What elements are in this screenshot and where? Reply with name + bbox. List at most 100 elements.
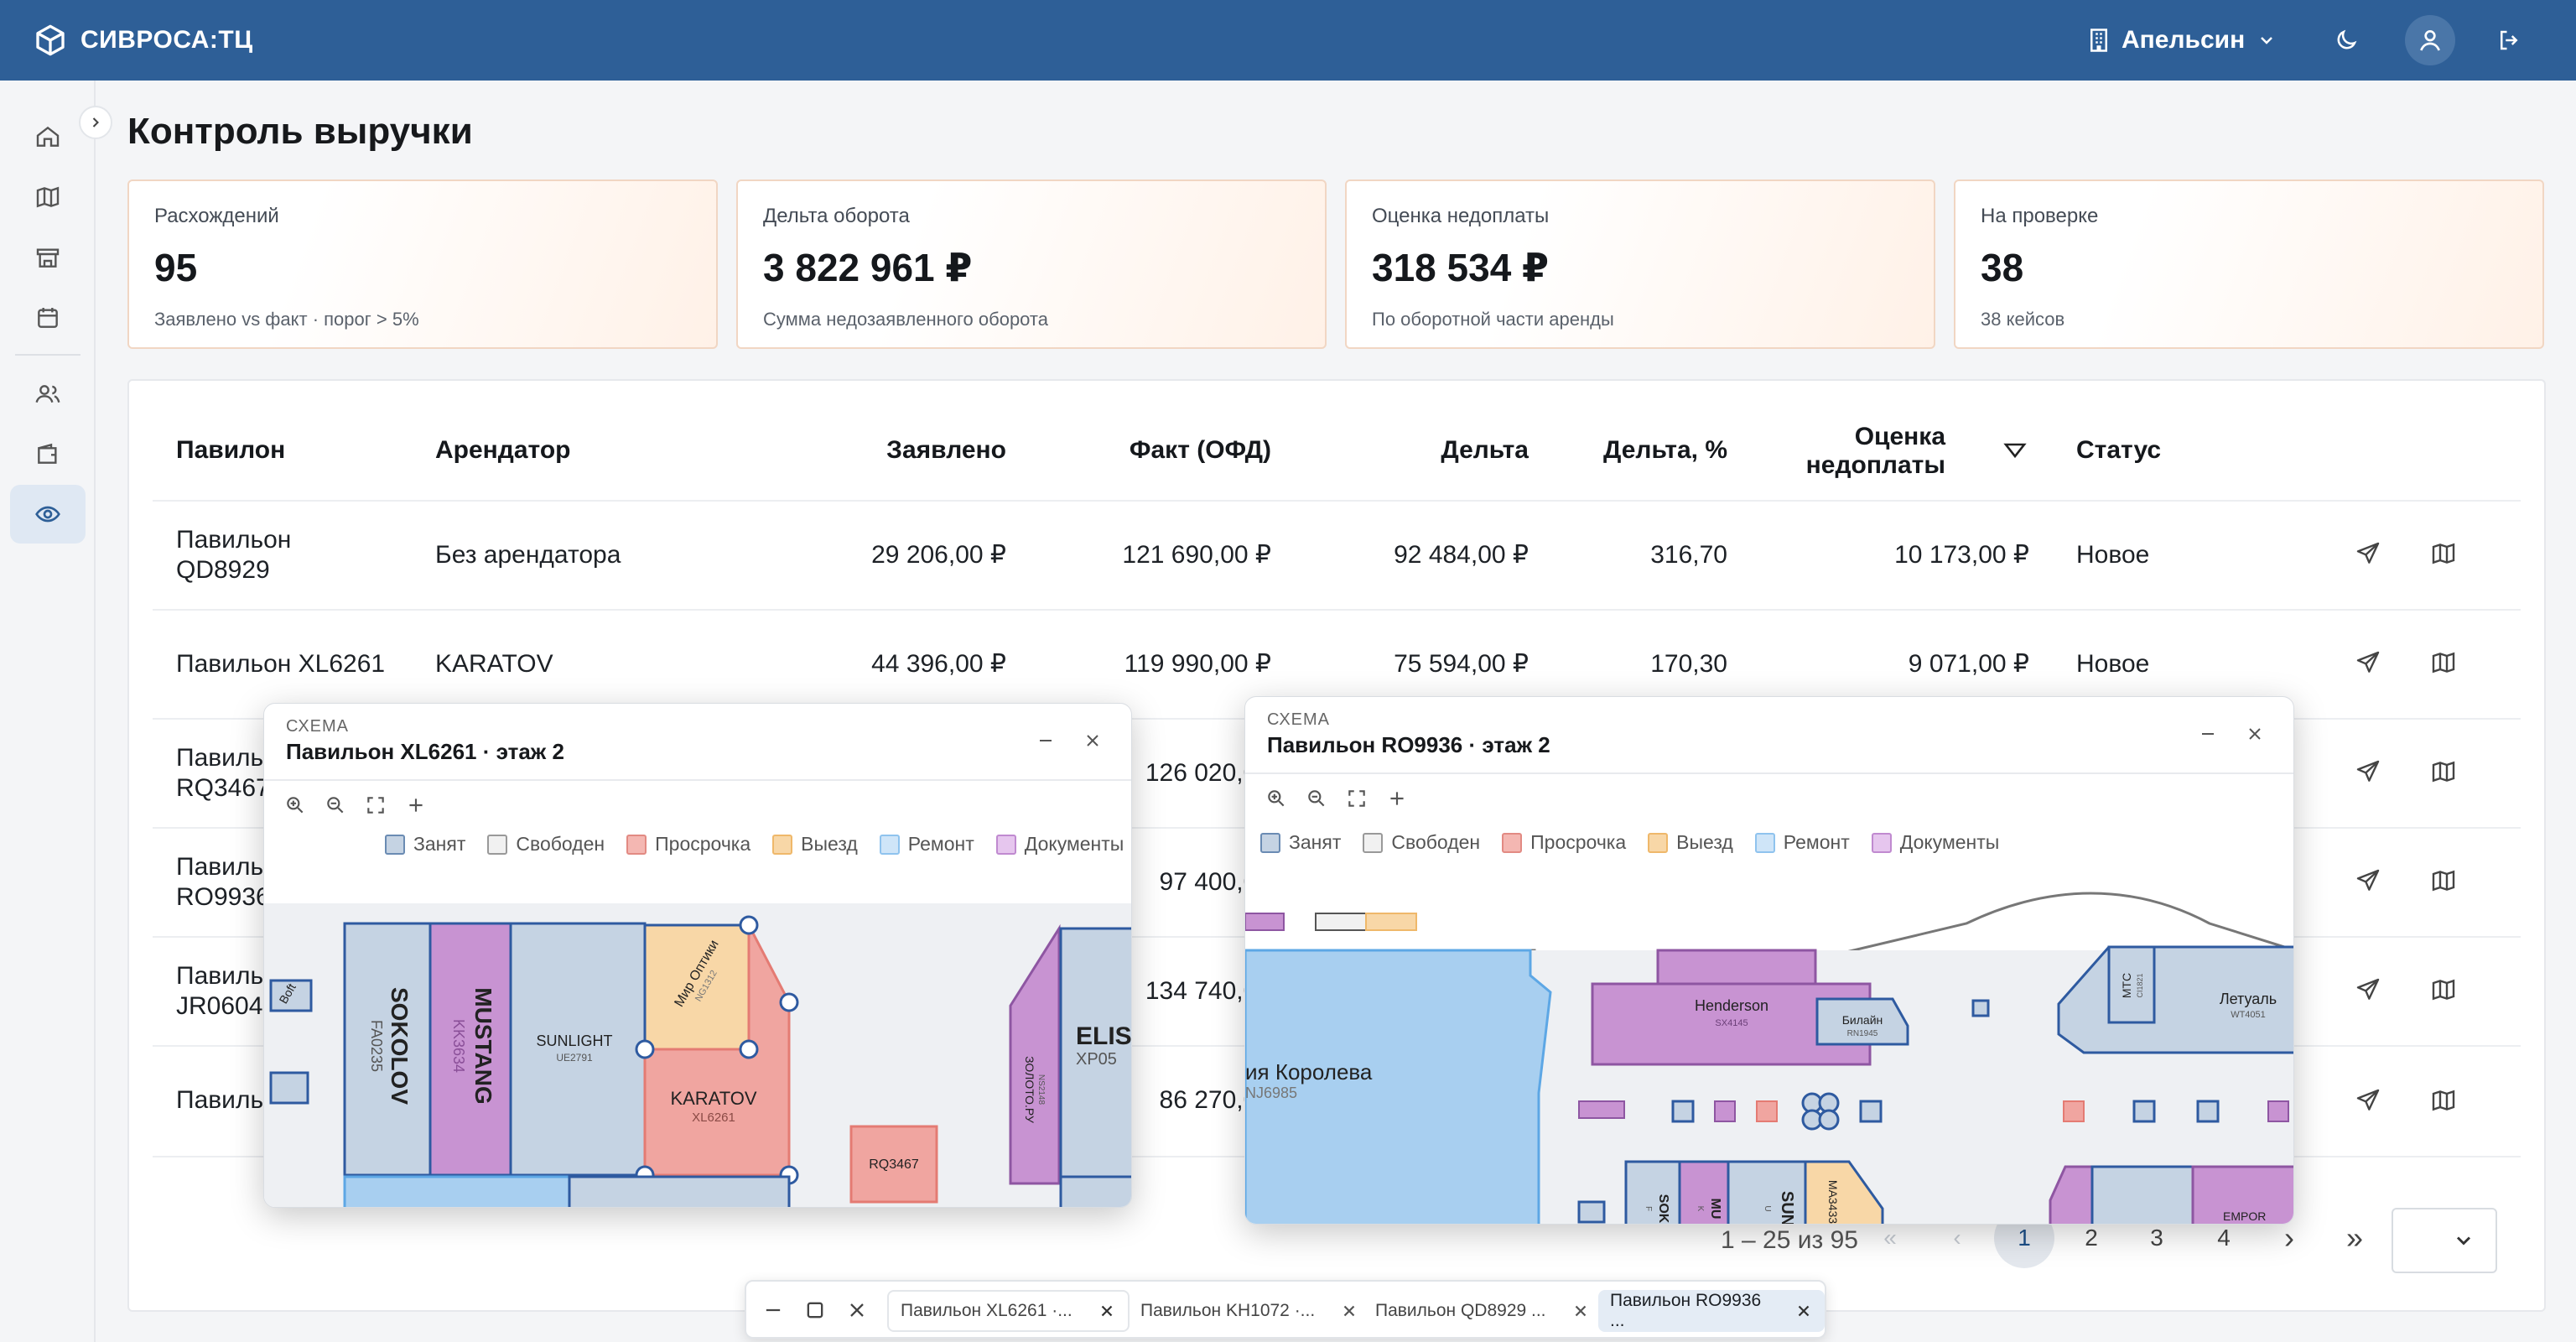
org-selector[interactable]: Апельсин (2088, 18, 2277, 62)
prev-page-icon[interactable]: ‹ (1953, 1225, 1961, 1251)
open-map-icon[interactable] (2425, 862, 2462, 899)
close-icon[interactable] (1098, 1302, 1116, 1320)
page-button[interactable]: 3 (2150, 1225, 2163, 1251)
page-size-select[interactable] (2392, 1208, 2497, 1273)
taskbar-tab-active[interactable]: Павильон RO9936 ... (1598, 1290, 1825, 1332)
legend-item[interactable]: Свободен (487, 833, 605, 856)
next-page-icon[interactable]: › (2284, 1220, 2294, 1255)
fit-screen-icon[interactable] (1343, 784, 1371, 813)
legend-item[interactable]: Просрочка (626, 833, 750, 856)
legend-item[interactable]: Свободен (1363, 831, 1480, 854)
logout-icon[interactable] (2487, 18, 2531, 62)
zoom-out-icon[interactable] (1302, 784, 1331, 813)
column-header-tenant[interactable]: Арендатор (435, 436, 571, 464)
sidebar-collapse-button[interactable] (79, 106, 112, 139)
sidebar-item-wallet[interactable] (10, 424, 86, 483)
add-icon[interactable] (1383, 784, 1411, 813)
shop-right-bottom (2090, 1165, 2194, 1224)
floor-map[interactable]: ия Королева NJ6985 Henderson SX4145 Била… (1245, 866, 2293, 1224)
legend-label: Занят (1289, 831, 1342, 853)
close-icon[interactable] (2238, 717, 2272, 751)
schema-window-xl6261[interactable]: СХЕМА Павильон XL6261 · этаж 2 Занят Сво… (263, 703, 1132, 1208)
fit-screen-icon[interactable] (361, 791, 390, 819)
shop-karatov-label: KARATOV (670, 1088, 756, 1109)
column-header-pavilion[interactable]: Павилон (176, 436, 286, 464)
kpi-subtitle: Заявлено vs факт · порог > 5% (154, 309, 419, 330)
send-icon[interactable] (2350, 753, 2386, 790)
sidebar-item-calendar[interactable] (10, 289, 86, 347)
legend-item[interactable]: Документы (1871, 831, 1999, 854)
legend-label: Занят (413, 833, 466, 855)
sidebar-item-store[interactable] (10, 228, 86, 287)
shop-sokolov-2 (1624, 1160, 1681, 1224)
open-map-icon[interactable] (2425, 535, 2462, 572)
legend-label: Выезд (801, 833, 858, 855)
page-button[interactable]: 2 (2085, 1225, 2098, 1251)
kiosk (2267, 1100, 2289, 1122)
cell-tenant: Без арендатора (435, 541, 621, 569)
minimize-icon[interactable] (2191, 717, 2225, 751)
close-icon[interactable] (1076, 724, 1109, 757)
send-icon[interactable] (2350, 1082, 2386, 1119)
legend-label: Документы (1024, 833, 1124, 855)
sidebar-item-map[interactable] (10, 168, 86, 226)
column-header-declared[interactable]: Заявлено (886, 436, 1006, 464)
zoom-in-icon[interactable] (281, 791, 309, 819)
zoom-out-icon[interactable] (321, 791, 350, 819)
schema-window-ro9936[interactable]: СХЕМА Павильон RO9936 · этаж 2 Занят Сво… (1244, 696, 2294, 1225)
close-all-icon[interactable] (845, 1298, 869, 1322)
floor-map[interactable]: Boft SOKOLOV FA0235 MUSTANG KK3634 SUNLI… (264, 903, 1131, 1207)
legend-item[interactable]: Документы (995, 833, 1124, 856)
open-map-icon[interactable] (2425, 971, 2462, 1008)
window-caption: СХЕМА (286, 717, 349, 736)
send-icon[interactable] (2350, 862, 2386, 899)
add-icon[interactable] (402, 791, 430, 819)
cell-estimate: 9 071,00 ₽ (1908, 650, 2029, 678)
shop-bottom (568, 1175, 791, 1207)
minimize-all-icon[interactable] (761, 1298, 785, 1322)
close-icon[interactable] (1571, 1302, 1590, 1320)
open-map-icon[interactable] (2425, 644, 2462, 681)
sort-desc-icon[interactable] (2002, 441, 2028, 460)
send-icon[interactable] (2350, 535, 2386, 572)
taskbar-tab[interactable]: Павильон XL6261 ·... (887, 1290, 1130, 1332)
page-button[interactable]: 4 (2217, 1225, 2231, 1251)
restore-all-icon[interactable] (803, 1298, 827, 1322)
shop-top-left (1245, 913, 1285, 931)
last-page-icon[interactable]: » (2345, 1220, 2364, 1255)
sidebar-item-revenue-control[interactable] (10, 485, 86, 544)
open-map-icon[interactable] (2425, 753, 2462, 790)
legend-label: Просрочка (1530, 831, 1627, 853)
kiosk (2132, 1100, 2156, 1123)
send-icon[interactable] (2350, 644, 2386, 681)
legend-item[interactable]: Занят (385, 833, 465, 856)
brand[interactable]: СИВРОСА:ТЦ (34, 20, 253, 60)
send-icon[interactable] (2350, 971, 2386, 1008)
legend-item[interactable]: Ремонт (1754, 831, 1850, 854)
close-icon[interactable] (1340, 1302, 1358, 1320)
legend-item[interactable]: Занят (1260, 831, 1341, 854)
zoom-in-icon[interactable] (1262, 784, 1291, 813)
legend-item[interactable]: Ремонт (879, 833, 974, 856)
taskbar-tab[interactable]: Павильон QD8929 ... (1363, 1290, 1602, 1332)
shop-sokolov-2-label: SOK (1656, 1194, 1670, 1224)
theme-toggle-moon-icon[interactable] (2324, 18, 2368, 62)
first-page-icon[interactable]: « (1883, 1225, 1897, 1251)
sidebar-item-users[interactable] (10, 364, 86, 423)
legend-item[interactable]: Выезд (772, 833, 858, 856)
taskbar-tab[interactable]: Павильон KH1072 ·... (1129, 1290, 1370, 1332)
column-header-status[interactable]: Статус (2076, 436, 2162, 464)
row-divider (153, 609, 2521, 611)
user-avatar-icon[interactable] (2405, 15, 2455, 65)
column-header-estimate[interactable]: Оценка недоплаты (1778, 423, 1945, 480)
column-header-fact[interactable]: Факт (ОФД) (1129, 436, 1271, 464)
open-map-icon[interactable] (2425, 1082, 2462, 1119)
sidebar-item-home[interactable] (10, 107, 86, 166)
legend-item[interactable]: Просрочка (1502, 831, 1626, 854)
close-icon[interactable] (1794, 1302, 1813, 1320)
cell-delta-pct: 170,30 (1650, 650, 1727, 678)
column-header-delta-pct[interactable]: Дельта, % (1602, 436, 1727, 464)
minimize-icon[interactable] (1029, 724, 1062, 757)
column-header-delta[interactable]: Дельта (1441, 436, 1529, 464)
legend-item[interactable]: Выезд (1648, 831, 1733, 854)
